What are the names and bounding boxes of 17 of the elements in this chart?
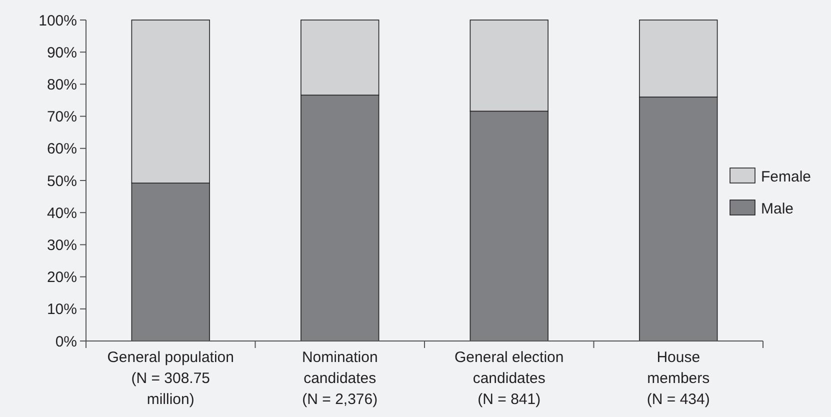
y-tick-label: 40% [46,204,77,222]
y-tick-label: 80% [46,76,77,94]
y-tick-label: 20% [46,269,77,286]
legend-label: Male [761,200,794,218]
y-tick-label: 90% [46,44,77,62]
y-tick-label: 70% [46,108,77,126]
x-tick-label: General population (N = 308.75 million) [107,349,234,408]
x-tick-label: Nomination candidates (N = 2,376) [302,349,378,408]
y-tick-label: 50% [46,172,77,190]
y-tick-label: 10% [46,301,77,318]
y-tick-label: 100% [38,12,77,30]
y-tick-label: 60% [46,140,77,158]
legend-label: Female [761,168,812,186]
y-tick-label: 0% [55,333,77,350]
x-tick-label: House members (N = 434) [646,349,710,408]
y-tick-label: 30% [46,236,77,254]
x-tick-label: General election candidates (N = 841) [454,349,564,408]
